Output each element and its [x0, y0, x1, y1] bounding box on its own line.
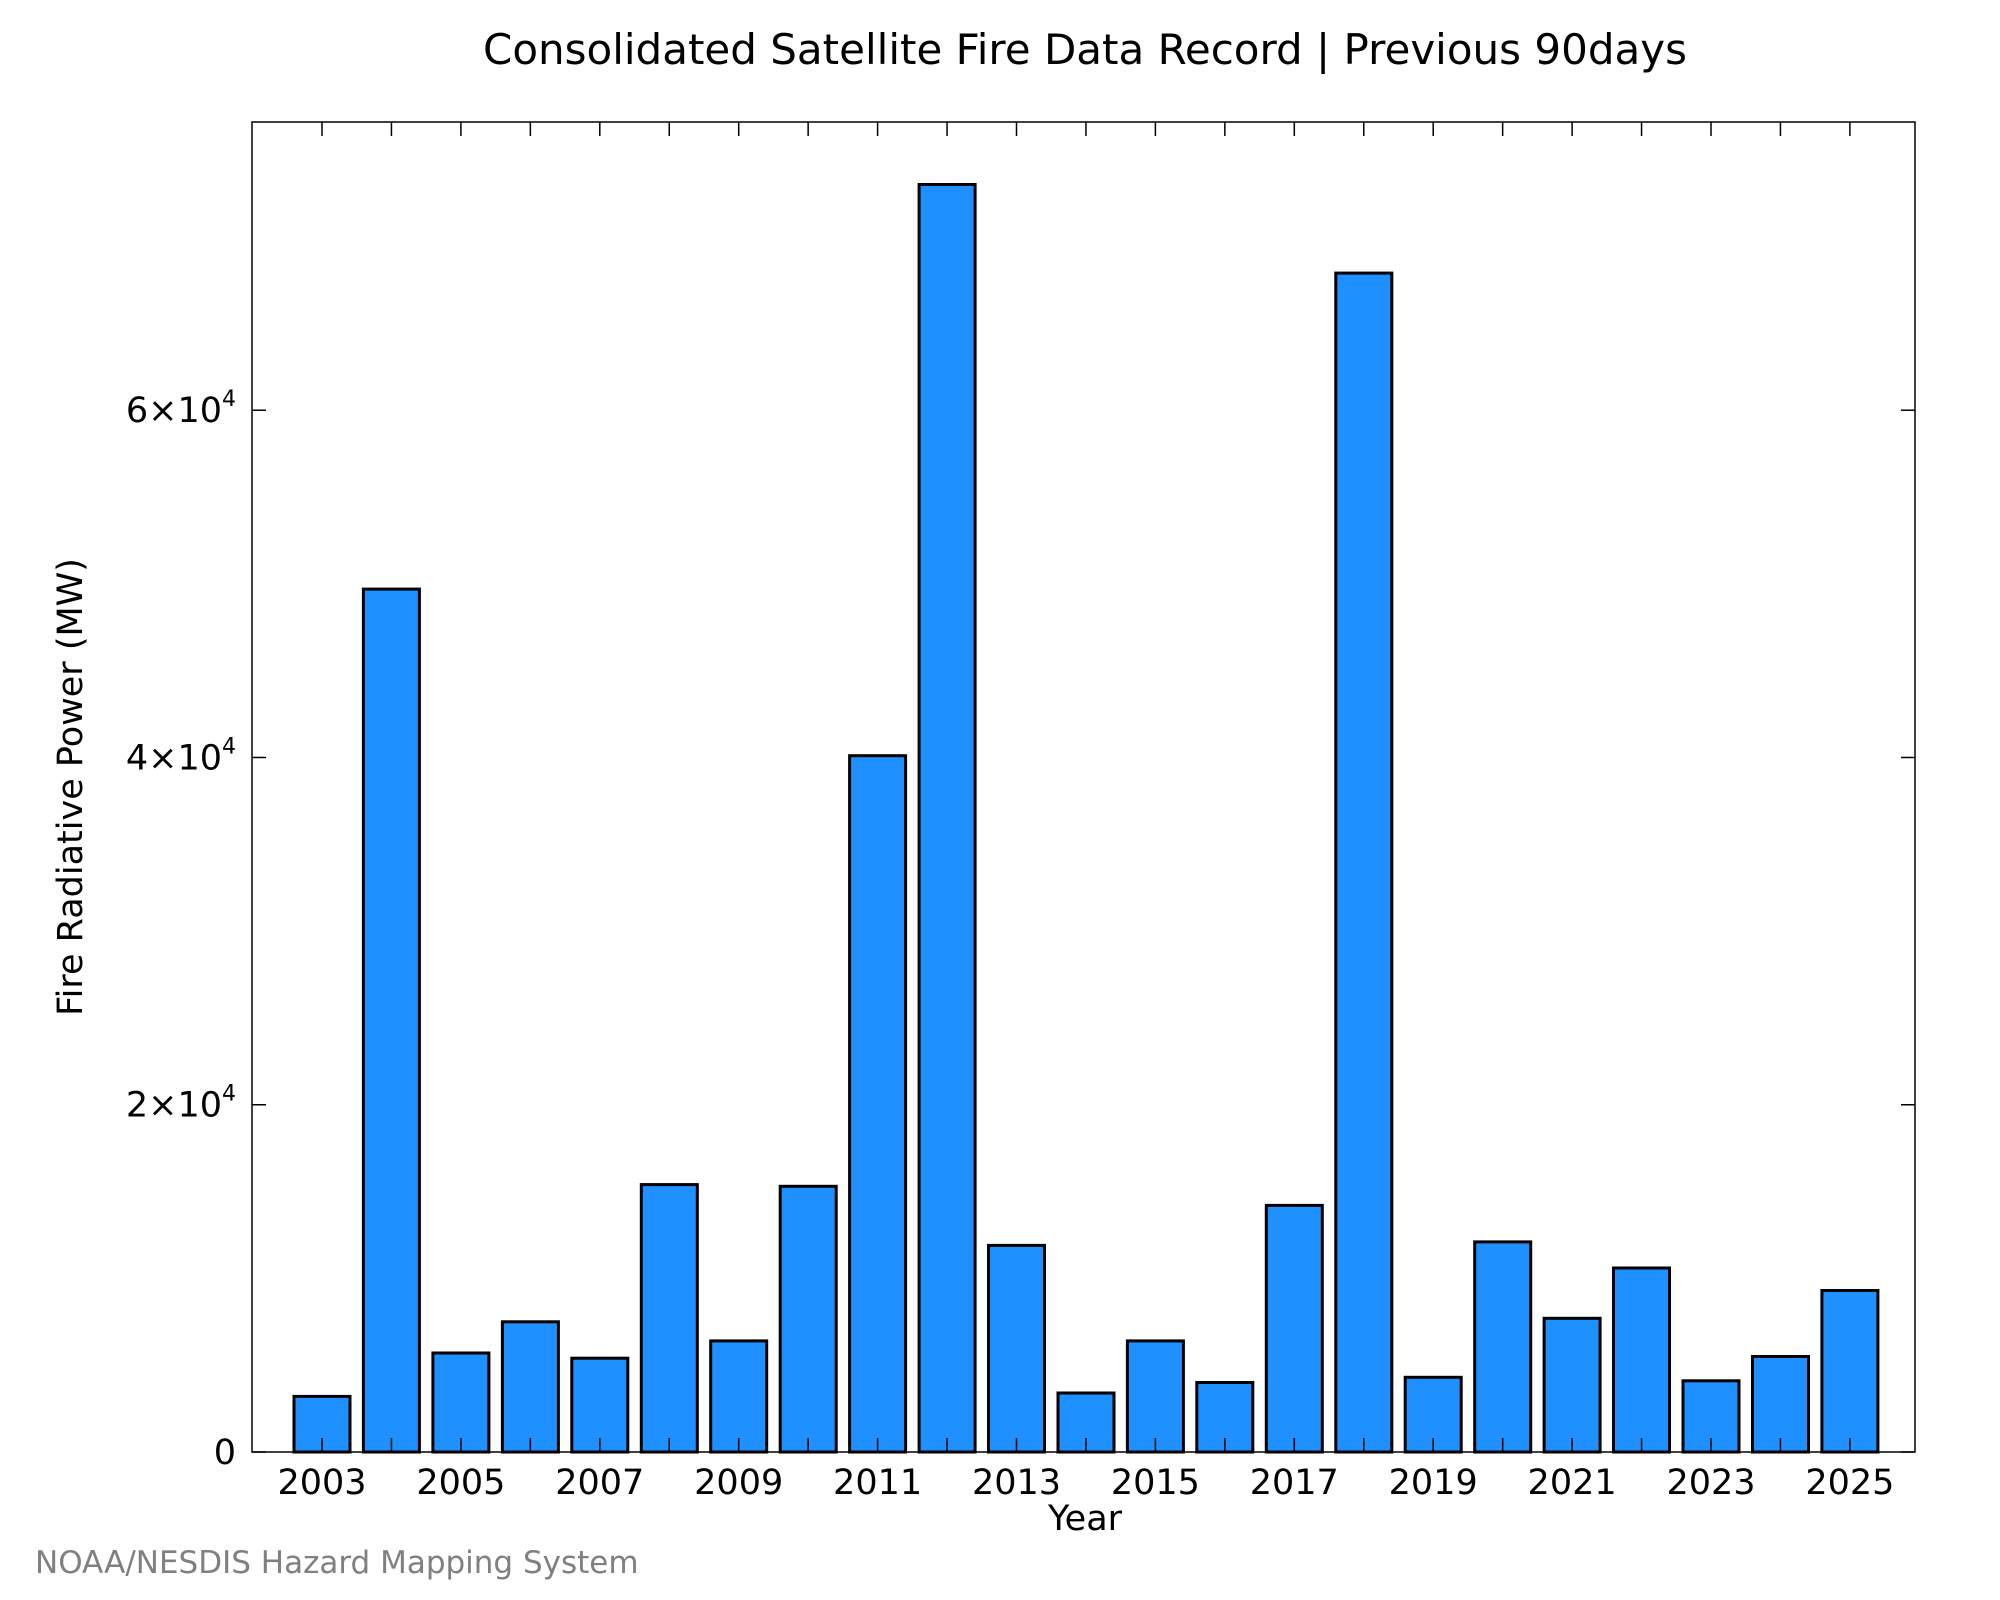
x-tick-label-2015: 2015	[1111, 1463, 1200, 1503]
credit-text: NOAA/NESDIS Hazard Mapping System	[35, 1545, 639, 1581]
bar-2011	[848, 754, 908, 1454]
bar-2015	[1125, 1339, 1185, 1454]
x-tick-label-2005: 2005	[416, 1463, 505, 1503]
x-tick-label-2009: 2009	[694, 1463, 783, 1503]
x-tick-label-2021: 2021	[1528, 1463, 1617, 1503]
y-axis-label: Fire Radiative Power (MW)	[51, 558, 91, 1016]
bar-2008	[639, 1183, 699, 1454]
bar-2006	[500, 1320, 560, 1454]
x-axis-ticks: 2003 2005 2007 2009 2011 2013 2015 2017 2019 2021…	[277, 122, 1894, 1503]
x-axis-label: Year	[1047, 1499, 1123, 1539]
x-tick-label-2025: 2025	[1805, 1463, 1894, 1503]
x-tick-label-2019: 2019	[1389, 1463, 1478, 1503]
bar-2022	[1612, 1266, 1671, 1454]
bar-2024	[1751, 1355, 1810, 1454]
y-tick-label-0: 0	[214, 1433, 236, 1473]
bar-2017	[1264, 1203, 1324, 1454]
bar-2025	[1820, 1289, 1880, 1454]
x-tick-label-2017: 2017	[1250, 1463, 1339, 1503]
y-tick-label-20000: 2×104	[126, 1082, 236, 1126]
bar-2009	[709, 1339, 769, 1454]
bar-2004	[361, 587, 421, 1454]
bar-2010	[778, 1184, 838, 1454]
x-tick-label-2003: 2003	[277, 1463, 366, 1503]
bar-2021	[1542, 1316, 1602, 1454]
bars-group	[292, 183, 1880, 1454]
bar-2005	[431, 1351, 491, 1454]
bar-2020	[1473, 1240, 1533, 1454]
y-tick-label-40000: 4×104	[126, 734, 236, 778]
bar-2007	[570, 1356, 630, 1454]
plot-frame	[251, 121, 1916, 1453]
bar-2013	[987, 1243, 1046, 1454]
x-tick-label-2023: 2023	[1666, 1463, 1755, 1503]
x-tick-label-2013: 2013	[972, 1463, 1061, 1503]
chart-title: Consolidated Satellite Fire Data Record …	[483, 25, 1687, 74]
x-tick-label-2011: 2011	[833, 1463, 922, 1503]
bar-2018	[1334, 271, 1394, 1454]
x-tick-label-2007: 2007	[555, 1463, 644, 1503]
bar-2012	[917, 183, 977, 1454]
y-tick-label-60000: 6×104	[126, 387, 236, 431]
